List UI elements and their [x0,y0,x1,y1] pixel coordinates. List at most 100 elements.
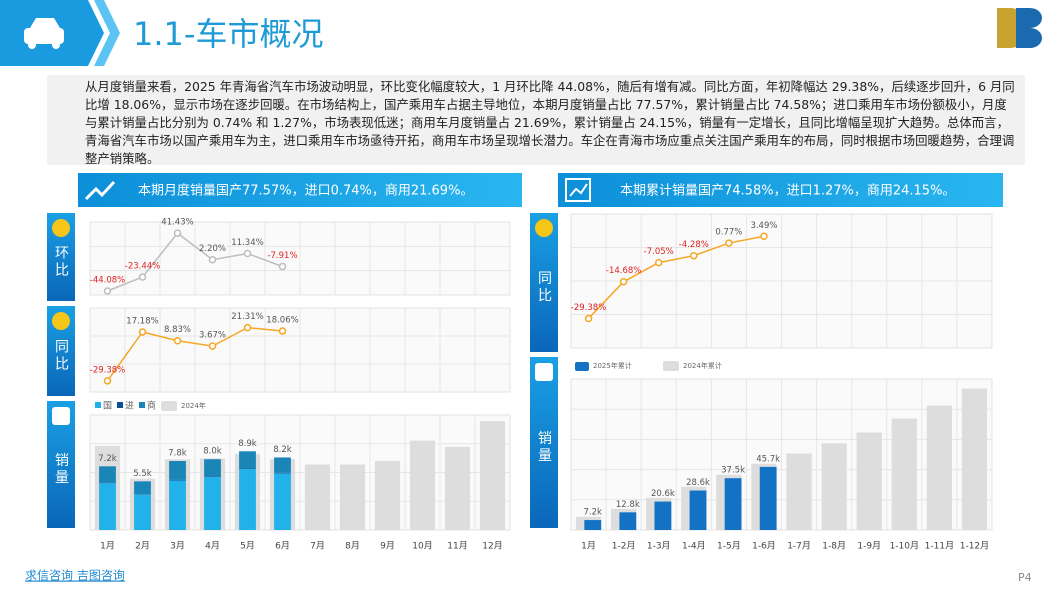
side-tab [530,357,558,528]
data-label: 37.5k [721,466,745,476]
tab-label: 同比 [53,339,69,373]
legend-swatch [95,402,101,408]
legend-swatch [139,402,145,408]
point [243,249,252,258]
bar [134,481,151,495]
bar-comparison [444,446,471,530]
point [208,255,217,264]
bar [619,512,637,530]
data-label: -7.91% [267,251,297,261]
bar-comparison [479,421,506,530]
data-label: 21.31% [231,312,263,322]
bar [724,478,742,530]
bar [584,520,602,530]
total-label: 7.8k [168,449,187,459]
bar-comparison [821,443,847,530]
total-label: 8.0k [203,447,222,457]
x-tick-label: 1-7月 [787,541,811,552]
point [278,262,287,271]
line [106,326,283,382]
car-icon [24,18,64,49]
point [278,327,287,335]
point [690,251,698,260]
tab-label: 同比 [536,271,552,305]
total-label: 5.5k [133,469,152,479]
footer-brand: 求信咨询 吉图咨询 [25,568,125,583]
line [587,235,765,319]
header-chevron [94,0,120,66]
legend-swatch [575,362,589,371]
bar [689,490,707,530]
summary: 从月度销量来看，2025 年青海省汽车市场波动明显，环比变化幅度较大，1 月环比… [47,75,1025,166]
line [107,232,283,292]
x-tick-label: 1-5月 [717,541,741,552]
data-label: 28.6k [686,478,710,488]
legend-swatch [663,361,679,371]
x-tick-label: 10月 [412,541,432,552]
data-label: -44.08% [90,275,125,285]
banner-icon [84,180,116,201]
point [654,258,663,267]
data-label: 3.49% [750,221,777,231]
data-label: 7.2k [584,508,603,518]
data-label: -7.05% [644,247,674,257]
legend-swatch [161,401,177,411]
data-label: -29.38% [90,365,125,375]
bar [239,451,256,469]
bar [654,501,672,530]
data-label: -14.68% [606,266,641,276]
bar-comparison [339,464,366,530]
bar-comparison [786,453,812,530]
tab-label: 销量 [536,431,552,465]
bar-comparison [856,432,882,530]
point [760,232,768,241]
banner-text: 本期月度销量国产77.57%，进口0.74%，商用21.69%。 [138,183,473,199]
banner-text: 本期累计销量国产74.58%，进口1.27%，商用24.15%。 [620,184,955,199]
point [619,277,628,286]
bar [99,466,116,483]
point [103,287,112,295]
legend-label: 国 [103,401,112,412]
logo [997,8,1042,48]
banner [558,173,1003,207]
page-title: 1.1-车市概况 [133,15,323,53]
bar-comparison [961,388,988,530]
tab-icon [52,407,70,425]
page-number: P4 [1018,571,1032,584]
bar [274,472,291,474]
data-label: 41.43% [161,218,193,228]
bar [134,494,151,530]
bar [204,476,221,477]
legend-label: 进 [125,401,134,412]
bar-comparison [304,464,331,530]
bar [169,480,186,530]
bar [204,476,221,530]
data-label: -29.38% [571,303,606,313]
data-label: 17.18% [126,316,158,326]
x-tick-label: 1-3月 [647,541,671,552]
x-tick-label: 5月 [240,541,255,552]
point [173,229,182,237]
point [725,239,733,247]
bar-comparison [374,461,401,530]
banner-icon [565,178,591,202]
tab-label: 销量 [53,453,69,487]
data-label: 18.06% [266,316,298,326]
legend-swatch [117,402,123,408]
x-tick-label: 8月 [345,541,360,552]
tab-icon [535,219,553,237]
x-tick-label: 6月 [275,541,290,552]
tab-icon [52,219,70,237]
bar [274,457,291,473]
bar-comparison [926,405,953,530]
tab-icon [535,363,553,381]
x-tick-label: 1-12月 [960,541,989,552]
x-tick-label: 12月 [482,541,502,552]
data-label: 3.67% [199,331,226,341]
x-tick-label: 1-4月 [682,541,706,552]
point [138,328,147,336]
data-label: 20.6k [651,489,675,499]
header-bg [0,0,1053,66]
point [138,273,147,281]
